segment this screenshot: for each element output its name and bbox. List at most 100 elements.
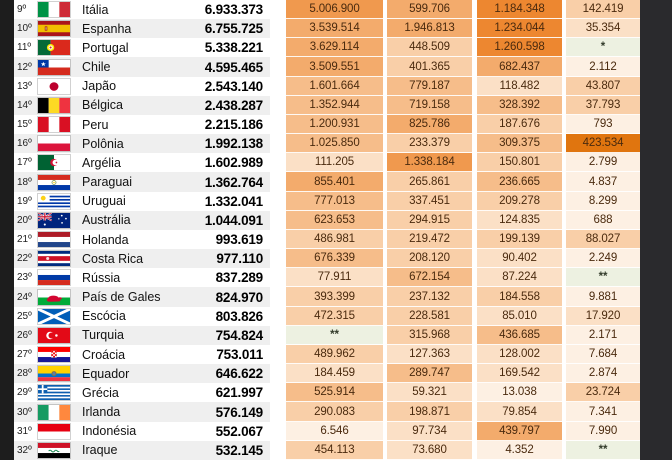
total-value: 4.595.465	[195, 57, 270, 77]
value-cell: 1.234.044	[477, 19, 562, 39]
flag-cell	[37, 95, 79, 115]
column-gap	[270, 114, 286, 135]
value-cell: 35.354	[566, 19, 640, 39]
value-cell: 454.113	[286, 440, 383, 460]
rank-label: 10º	[14, 19, 37, 39]
total-value: 753.011	[195, 344, 270, 365]
value-cell: 128.002	[477, 344, 562, 365]
value-cell: 73.680	[387, 440, 472, 460]
column-gap	[562, 306, 566, 326]
column-gap	[270, 210, 286, 230]
country-name: Peru	[79, 114, 195, 135]
value-cell: 142.419	[566, 0, 640, 20]
column-gap	[383, 19, 387, 39]
value-cell: 236.665	[477, 172, 562, 192]
table-row: 29º Grécia 621.997 525.914 59.321 13.038 23.72…	[14, 383, 640, 403]
column-gap	[472, 402, 477, 422]
flag-croatia-icon	[37, 346, 71, 364]
value-cell: 672.154	[387, 268, 472, 288]
column-gap	[472, 344, 477, 365]
value-cell: 315.968	[387, 325, 472, 345]
country-name: Rússia	[79, 268, 195, 288]
column-gap	[562, 191, 566, 211]
column-gap	[383, 268, 387, 288]
flag-iraq-icon	[37, 441, 71, 459]
column-gap	[383, 229, 387, 250]
column-gap	[270, 0, 286, 20]
country-name: Bélgica	[79, 95, 195, 115]
table-row: 20º Austrália 1.044.091 623.653 294.915 124.8…	[14, 210, 640, 230]
flag-scotland-icon	[37, 307, 71, 325]
total-value: 6.755.725	[195, 19, 270, 39]
column-gap	[383, 76, 387, 96]
column-gap	[383, 325, 387, 345]
value-cell: 187.676	[477, 114, 562, 135]
column-gap	[270, 76, 286, 96]
value-cell: 199.139	[477, 229, 562, 250]
country-name: Iraque	[79, 440, 195, 460]
total-value: 824.970	[195, 287, 270, 307]
column-gap	[562, 134, 566, 154]
country-name: Argélia	[79, 153, 195, 173]
rank-label: 14º	[14, 95, 37, 115]
country-name: Japão	[79, 76, 195, 96]
total-value: 754.824	[195, 325, 270, 345]
rank-label: 24º	[14, 287, 37, 307]
column-gap	[383, 191, 387, 211]
flag-cell	[37, 306, 79, 326]
flag-cell	[37, 19, 79, 39]
value-cell: 7.684	[566, 344, 640, 365]
country-name: Turquia	[79, 325, 195, 345]
value-cell: 198.871	[387, 402, 472, 422]
table-row: 18º Paraguai 1.362.764 855.401 265.861 236.66…	[14, 172, 640, 192]
rank-label: 19º	[14, 191, 37, 211]
column-gap	[562, 364, 566, 384]
flag-cell	[37, 364, 79, 384]
value-cell: 169.542	[477, 364, 562, 384]
column-gap	[383, 134, 387, 154]
value-cell: 676.339	[286, 249, 383, 269]
rank-label: 26º	[14, 325, 37, 345]
total-value: 837.289	[195, 268, 270, 288]
flag-cell	[37, 114, 79, 135]
flag-peru-icon	[37, 116, 71, 134]
rank-label: 13º	[14, 76, 37, 96]
column-gap	[383, 383, 387, 403]
column-gap	[562, 0, 566, 20]
column-gap	[472, 383, 477, 403]
flag-ireland-icon	[37, 403, 71, 421]
value-cell: 6.546	[286, 421, 383, 441]
column-gap	[472, 134, 477, 154]
rank-label: 15º	[14, 114, 37, 135]
column-gap	[562, 344, 566, 365]
value-cell: **	[566, 268, 640, 288]
rank-label: 16º	[14, 134, 37, 154]
table-row: 16º Polônia 1.992.138 1.025.850 233.379 309.3…	[14, 134, 640, 154]
value-cell: 1.184.348	[477, 0, 562, 20]
column-gap	[472, 249, 477, 269]
flag-uruguay-icon	[37, 192, 71, 210]
column-gap	[270, 344, 286, 365]
flag-cell	[37, 344, 79, 365]
column-gap	[383, 210, 387, 230]
value-cell: 43.807	[566, 76, 640, 96]
flag-cell	[37, 287, 79, 307]
column-gap	[270, 402, 286, 422]
country-name: País de Gales	[79, 287, 195, 307]
total-value: 576.149	[195, 402, 270, 422]
column-gap	[562, 210, 566, 230]
value-cell: 401.365	[387, 57, 472, 77]
rank-label: 20º	[14, 210, 37, 230]
value-cell: 309.375	[477, 134, 562, 154]
flag-greece-icon	[37, 384, 71, 402]
country-name: Portugal	[79, 38, 195, 58]
flag-cell	[37, 0, 79, 20]
column-gap	[562, 38, 566, 58]
total-value: 1.362.764	[195, 172, 270, 192]
value-cell: 688	[566, 210, 640, 230]
value-cell: 289.747	[387, 364, 472, 384]
value-cell: 1.946.813	[387, 19, 472, 39]
flag-paraguay-icon	[37, 173, 71, 191]
flag-italy-icon	[37, 1, 71, 19]
value-cell: 13.038	[477, 383, 562, 403]
